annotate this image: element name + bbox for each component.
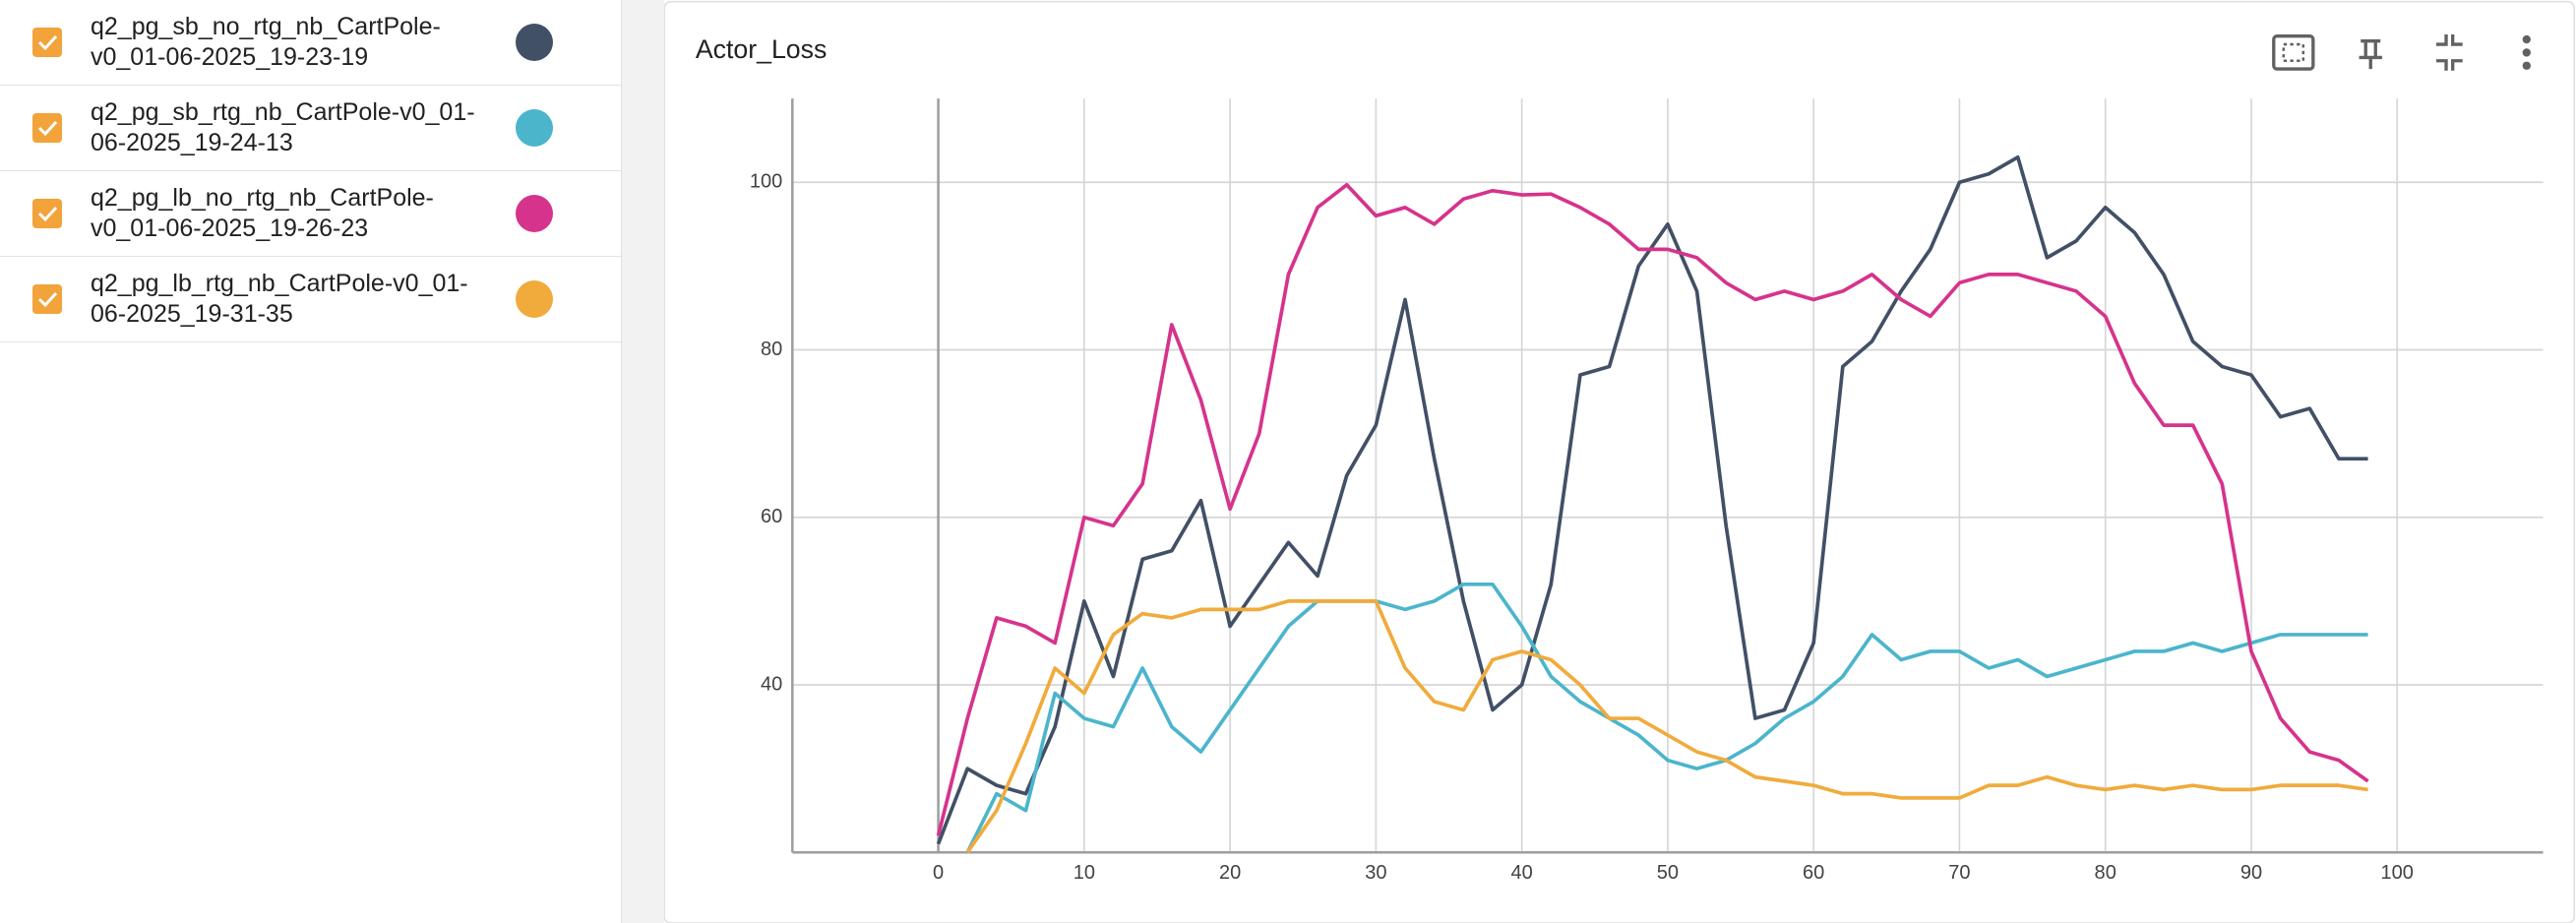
expand-button[interactable]: [2436, 34, 2463, 71]
color-swatch[interactable]: [516, 109, 553, 147]
check-mark: [37, 291, 58, 308]
x-tick-label: 50: [1657, 862, 1679, 884]
color-swatch[interactable]: [516, 24, 553, 61]
legend-label: q2_pg_lb_no_rtg_nb_CartPole-v0_01-06-202…: [91, 184, 434, 242]
x-tick-label: 10: [1073, 862, 1095, 884]
x-tick-label: 40: [1511, 862, 1533, 884]
legend-panel: q2_pg_sb_no_rtg_nb_CartPole-v0_01-06-202…: [0, 0, 622, 923]
y-tick-label: 80: [761, 338, 782, 360]
series-line: [936, 154, 2368, 845]
x-tick-label: 20: [1219, 862, 1241, 884]
check-mark: [37, 120, 58, 137]
x-tick-label: 60: [1803, 862, 1824, 884]
x-tick-label: 80: [2095, 862, 2116, 884]
pin-button[interactable]: [2359, 39, 2382, 70]
x-tick-label: 0: [933, 862, 944, 884]
y-tick-label: 100: [750, 171, 782, 193]
checkbox[interactable]: [32, 28, 62, 57]
legend-label: q2_pg_sb_rtg_nb_CartPole-v0_01-06-2025_1…: [91, 98, 475, 156]
legend-label: q2_pg_lb_rtg_nb_CartPole-v0_01-06-2025_1…: [91, 270, 468, 328]
y-tick-label: 40: [761, 673, 782, 695]
x-tick-label: 90: [2240, 862, 2262, 884]
check-mark: [37, 34, 58, 51]
legend-row: q2_pg_sb_rtg_nb_CartPole-v0_01-06-2025_1…: [0, 86, 621, 171]
plot-area: 0 10 20 30 40 50 60 70 80 90 100 40 60 80 100: [750, 98, 2544, 884]
series-line: [965, 599, 2368, 854]
color-swatch[interactable]: [516, 280, 553, 318]
series-line: [936, 182, 2369, 836]
card: [664, 0, 2576, 923]
checkbox[interactable]: [32, 113, 62, 143]
x-tick-label: 100: [2381, 862, 2414, 884]
legend-row: q2_pg_sb_no_rtg_nb_CartPole-v0_01-06-202…: [0, 0, 621, 86]
x-tick-label: 70: [1948, 862, 1970, 884]
checkbox[interactable]: [32, 284, 62, 314]
color-swatch[interactable]: [516, 195, 553, 232]
legend-row: q2_pg_lb_rtg_nb_CartPole-v0_01-06-2025_1…: [0, 257, 621, 342]
check-mark: [37, 206, 58, 222]
x-tick-label: 30: [1365, 862, 1386, 884]
legend-label: q2_pg_sb_no_rtg_nb_CartPole-v0_01-06-202…: [91, 13, 441, 71]
chart-card: Actor_Loss 0 10 20 30 40 50 60 70 80 90 100 40 60 80 1…: [664, 0, 2576, 923]
chart-title: Actor_Loss: [696, 34, 828, 64]
menu-button[interactable]: [2522, 34, 2531, 70]
checkbox[interactable]: [32, 199, 62, 228]
y-tick-label: 60: [761, 506, 782, 527]
divider: [622, 0, 664, 923]
series-line: [965, 583, 2368, 854]
legend-row: q2_pg_lb_no_rtg_nb_CartPole-v0_01-06-202…: [0, 171, 621, 257]
